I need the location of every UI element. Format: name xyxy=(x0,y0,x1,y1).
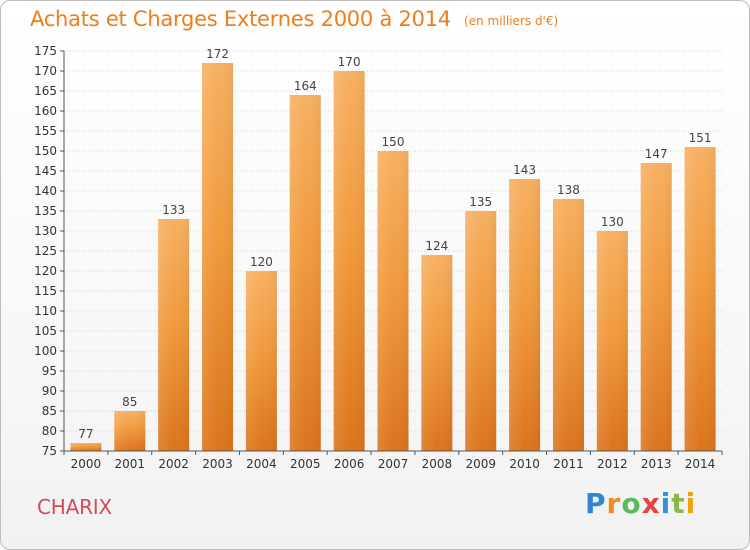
y-tick-label: 135 xyxy=(34,204,57,218)
y-tick-label: 110 xyxy=(34,304,57,318)
x-tick-label-2002: 2002 xyxy=(158,457,189,471)
y-tick-label: 170 xyxy=(34,64,57,78)
data-label-2002: 133 xyxy=(162,203,185,217)
bar-shade-2009 xyxy=(465,211,497,451)
y-tick-label: 90 xyxy=(42,384,57,398)
bar-shade-2010 xyxy=(509,179,541,451)
bar-shade-2003 xyxy=(202,63,234,451)
data-label-2012: 130 xyxy=(601,215,624,229)
logo-letter: i xyxy=(685,487,697,520)
y-tick-label: 165 xyxy=(34,84,57,98)
bar-shade-2004 xyxy=(245,271,277,451)
bar-shade-2006 xyxy=(333,71,365,451)
logo-letter: x xyxy=(641,487,661,520)
x-tick-label-2006: 2006 xyxy=(334,457,365,471)
x-tick-label-2005: 2005 xyxy=(290,457,321,471)
data-label-2003: 172 xyxy=(206,47,229,61)
x-tick-label-2007: 2007 xyxy=(378,457,409,471)
bar-shade-2011 xyxy=(552,199,584,451)
logo-letter: i xyxy=(660,487,672,520)
labels: 75 80 85 90 95 100 105 110 115 120 125 130 135 140 145… xyxy=(34,44,715,471)
y-tick-label: 150 xyxy=(34,144,57,158)
data-label-2006: 170 xyxy=(338,55,361,69)
data-label-2014: 151 xyxy=(689,131,712,145)
x-tick-label-2014: 2014 xyxy=(685,457,716,471)
x-tick-label-2012: 2012 xyxy=(597,457,628,471)
data-label-2007: 150 xyxy=(382,135,405,149)
bar-shade-2001 xyxy=(114,411,146,451)
bar-shade-2014 xyxy=(684,147,716,451)
data-label-2013: 147 xyxy=(645,147,668,161)
data-label-2005: 164 xyxy=(294,79,317,93)
bar-shade-2008 xyxy=(421,255,453,451)
logo-letter: o xyxy=(621,487,642,520)
y-tick-label: 85 xyxy=(42,404,57,418)
x-tick-label-2000: 2000 xyxy=(71,457,102,471)
y-tick-label: 145 xyxy=(34,164,57,178)
bar-shade-2000 xyxy=(70,443,102,451)
data-label-2011: 138 xyxy=(557,183,580,197)
chart-title: Achats et Charges Externes 2000 à 2014 (… xyxy=(30,7,558,31)
chart-title-main: Achats et Charges Externes 2000 à 2014 xyxy=(30,7,451,31)
axes xyxy=(60,50,723,455)
x-tick-label-2001: 2001 xyxy=(115,457,146,471)
commune-name: CHARIX xyxy=(37,495,112,519)
x-tick-label-2013: 2013 xyxy=(641,457,672,471)
y-tick-label: 105 xyxy=(34,324,57,338)
bar-shade-2012 xyxy=(596,231,628,451)
x-tick-label-2009: 2009 xyxy=(465,457,496,471)
y-tick-label: 100 xyxy=(34,344,57,358)
y-tick-label: 75 xyxy=(42,444,57,458)
bar-shade-2005 xyxy=(289,95,321,451)
y-tick-label: 125 xyxy=(34,244,57,258)
x-tick-label-2003: 2003 xyxy=(202,457,233,471)
y-tick-label: 160 xyxy=(34,104,57,118)
logo-letter: P xyxy=(585,487,607,520)
data-label-2009: 135 xyxy=(469,195,492,209)
bar-shade-2007 xyxy=(377,151,409,451)
y-tick-label: 175 xyxy=(34,44,57,58)
data-label-2000: 77 xyxy=(78,427,93,441)
bar-shade-2013 xyxy=(640,163,672,451)
data-label-2010: 143 xyxy=(513,163,536,177)
y-tick-label: 120 xyxy=(34,264,57,278)
logo-letter: r xyxy=(606,487,622,520)
data-label-2004: 120 xyxy=(250,255,273,269)
data-label-2008: 124 xyxy=(425,239,448,253)
y-tick-label: 80 xyxy=(42,424,57,438)
logo-letter: t xyxy=(671,487,686,520)
chart-subtitle: (en milliers d'€) xyxy=(464,14,559,28)
x-tick-label-2008: 2008 xyxy=(422,457,453,471)
y-tick-label: 140 xyxy=(34,184,57,198)
x-tick-label-2011: 2011 xyxy=(553,457,584,471)
x-tick-label-2004: 2004 xyxy=(246,457,277,471)
y-tick-label: 115 xyxy=(34,284,57,298)
y-tick-label: 130 xyxy=(34,224,57,238)
data-label-2001: 85 xyxy=(122,395,137,409)
y-tick-label: 155 xyxy=(34,124,57,138)
proxiti-logo: Proxiti xyxy=(585,487,696,520)
x-tick-label-2010: 2010 xyxy=(509,457,540,471)
bar-shade-2002 xyxy=(158,219,190,451)
bars xyxy=(70,63,716,451)
y-tick-label: 95 xyxy=(42,364,57,378)
